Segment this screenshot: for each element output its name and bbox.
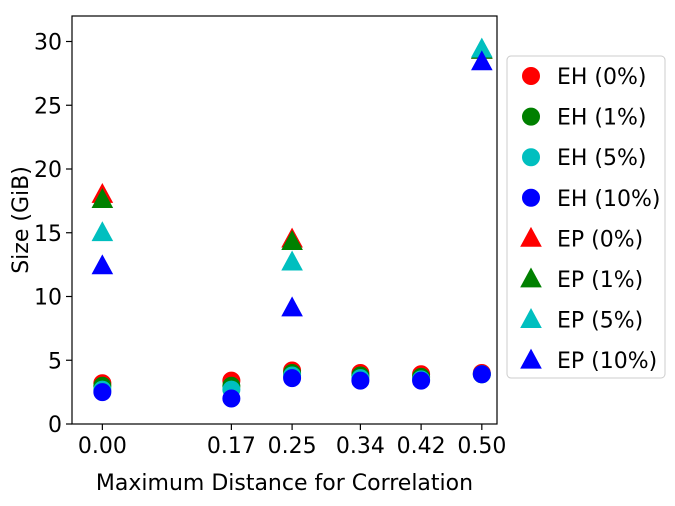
data-point <box>471 50 493 71</box>
legend-label: EH (10%) <box>557 187 661 212</box>
y-tick-label: 20 <box>34 158 62 183</box>
legend-item: EH (0%) <box>522 65 647 90</box>
legend-item: EP (1%) <box>520 267 643 293</box>
x-tick-label: 0.34 <box>336 434 385 459</box>
data-point <box>93 383 112 402</box>
y-tick-label: 0 <box>48 413 62 438</box>
legend-item: EP (5%) <box>520 308 643 334</box>
legend-label: EP (5%) <box>557 309 643 334</box>
legend: EH (0%) EH (1%) EH (5%) EH (10%) EP (0%) EP (… <box>506 55 666 379</box>
x-tick-label: 0.50 <box>457 434 506 459</box>
legend-marker <box>522 148 540 167</box>
axes-frame <box>71 15 498 425</box>
series-ep-0 <box>91 38 493 248</box>
y-tick-label: 25 <box>34 94 62 119</box>
legend-label: EH (1%) <box>557 106 647 131</box>
legend-label: EH (0%) <box>557 65 647 90</box>
legend-label: EH (5%) <box>557 146 647 171</box>
legend-marker <box>520 226 542 247</box>
legend-item: EH (5%) <box>522 146 647 171</box>
data-point <box>281 230 303 251</box>
legend-item: EH (1%) <box>522 106 647 131</box>
data-point <box>91 188 114 208</box>
legend-marker <box>522 67 540 85</box>
legend-frame <box>506 55 666 379</box>
data-point <box>281 296 303 317</box>
x-tick-label: 0.00 <box>78 434 127 459</box>
legend-marker <box>520 308 542 328</box>
legend-item: EP (10%) <box>520 348 657 374</box>
legend-item: EH (10%) <box>522 187 661 212</box>
data-point <box>91 221 114 242</box>
data-point <box>281 250 303 271</box>
legend-marker <box>520 267 542 288</box>
y-axis-ticks: 0 5 10 15 20 25 30 <box>34 31 72 438</box>
legend-marker <box>522 188 540 207</box>
x-axis-label: Maximum Distance for Correlation <box>96 471 473 496</box>
data-point <box>222 389 241 408</box>
x-axis-ticks: 0.00 0.17 0.25 0.34 0.42 0.50 <box>78 424 506 459</box>
data-point <box>91 254 114 275</box>
data-point <box>472 365 491 384</box>
legend-marker <box>522 107 540 126</box>
x-tick-label: 0.25 <box>268 434 317 459</box>
legend-label: EP (0%) <box>557 227 643 252</box>
y-axis-label: Size (GiB) <box>9 166 34 274</box>
legend-label: EP (1%) <box>557 268 643 293</box>
data-point <box>283 369 302 388</box>
series-eh-10 <box>93 365 491 408</box>
legend-item: EP (0%) <box>520 226 643 252</box>
x-tick-label: 0.42 <box>397 434 446 459</box>
y-tick-label: 30 <box>34 31 62 56</box>
series-ep-5 <box>91 37 493 271</box>
y-tick-label: 5 <box>48 349 62 374</box>
series-ep-10 <box>91 50 493 317</box>
x-tick-label: 0.17 <box>207 434 256 459</box>
y-tick-label: 15 <box>34 222 62 247</box>
legend-label: EP (10%) <box>557 349 657 374</box>
legend-marker <box>520 348 542 369</box>
y-tick-label: 10 <box>34 286 62 311</box>
series-ep-1 <box>91 38 493 251</box>
data-point <box>351 371 370 390</box>
data-point <box>412 371 431 390</box>
plot-area <box>91 37 493 408</box>
